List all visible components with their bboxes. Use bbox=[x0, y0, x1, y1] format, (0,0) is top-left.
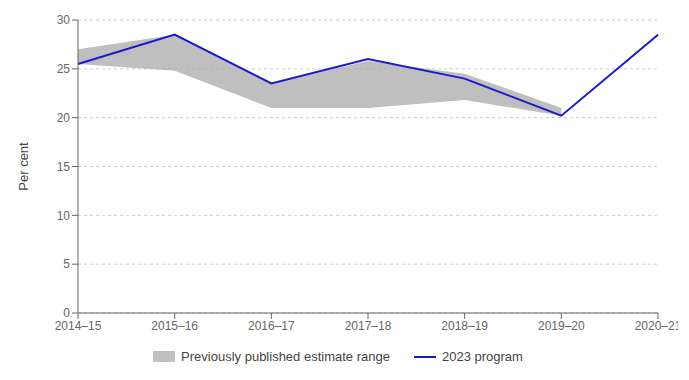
svg-text:Per cent: Per cent bbox=[16, 142, 31, 191]
svg-text:2015–16: 2015–16 bbox=[151, 319, 198, 333]
svg-text:15: 15 bbox=[57, 160, 71, 174]
svg-text:20: 20 bbox=[57, 111, 71, 125]
svg-text:0: 0 bbox=[63, 306, 70, 320]
html-text:2023 program: 2023 program bbox=[441, 349, 523, 364]
svg-text:2016–17: 2016–17 bbox=[248, 319, 295, 333]
svg-text:2014–15: 2014–15 bbox=[55, 319, 102, 333]
svg-text:2017–18: 2017–18 bbox=[345, 319, 392, 333]
svg-text:25: 25 bbox=[57, 62, 71, 76]
svg-text:10: 10 bbox=[57, 209, 71, 223]
svg-text:2019–20: 2019–20 bbox=[538, 319, 585, 333]
svg-text:2018–19: 2018–19 bbox=[441, 319, 488, 333]
svg-text:5: 5 bbox=[63, 257, 70, 271]
html-text:Previously published estimate: Previously published estimate range bbox=[181, 349, 390, 364]
svg-text:2020–21: 2020–21 bbox=[635, 319, 678, 333]
svg-text:30: 30 bbox=[57, 13, 71, 27]
